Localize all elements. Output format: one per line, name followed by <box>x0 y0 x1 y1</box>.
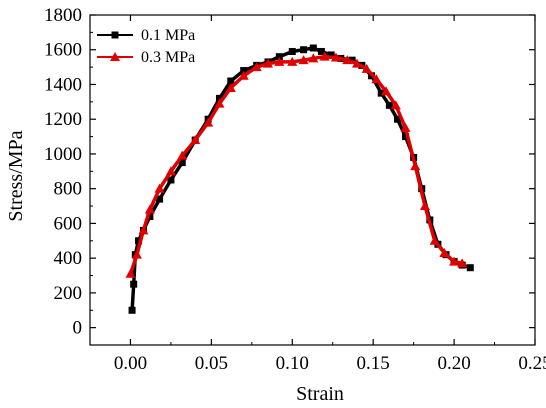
data-point <box>308 53 319 63</box>
plot-frame <box>89 14 536 346</box>
data-point <box>251 62 262 72</box>
data-point <box>288 47 296 55</box>
data-point <box>352 58 362 68</box>
data-point <box>381 86 392 96</box>
data-point <box>361 63 372 73</box>
data-point <box>135 237 143 245</box>
data-point <box>177 150 188 160</box>
y-tick-label: 1200 <box>44 109 82 130</box>
data-point <box>125 268 136 278</box>
legend-marker <box>111 31 119 39</box>
data-point <box>330 52 341 62</box>
data-point <box>317 47 325 55</box>
y-tick-label: 600 <box>54 213 83 234</box>
data-point <box>167 176 175 184</box>
data-point <box>300 46 308 54</box>
data-point <box>274 56 285 66</box>
data-point <box>449 256 460 266</box>
data-point <box>144 204 155 214</box>
y-tick-label: 800 <box>54 179 83 200</box>
y-tick-label: 400 <box>54 248 83 269</box>
data-point <box>402 133 410 141</box>
legend: 0.1 MPa 0.3 MPa <box>97 27 195 66</box>
data-point <box>419 201 430 211</box>
data-point <box>319 51 330 61</box>
data-point <box>385 101 393 109</box>
y-tick-label: 0 <box>73 318 83 339</box>
data-point <box>457 258 468 268</box>
y-axis-title: Stress/MPa <box>5 130 27 221</box>
x-tick-label: 0.15 <box>357 353 390 374</box>
data-point <box>131 249 142 259</box>
series-2 <box>125 51 468 278</box>
data-point <box>371 74 382 84</box>
data-point <box>203 117 214 127</box>
data-point <box>225 82 236 92</box>
x-tick-label: 0.10 <box>276 353 309 374</box>
data-point <box>130 280 138 288</box>
legend-label: 0.1 MPa <box>141 27 195 44</box>
data-point <box>178 159 186 167</box>
data-point <box>327 51 335 59</box>
data-point <box>439 247 450 257</box>
x-tick-label: 0.25 <box>518 353 546 374</box>
data-point <box>215 94 223 102</box>
data-point <box>287 56 298 66</box>
data-point <box>466 264 474 272</box>
data-point <box>190 135 201 145</box>
data-point <box>410 161 421 171</box>
data-point <box>156 195 164 203</box>
data-point <box>298 55 309 65</box>
data-point <box>429 235 440 245</box>
data-point <box>238 70 249 80</box>
data-point <box>275 53 283 61</box>
data-point <box>390 100 401 110</box>
data-point <box>154 183 165 193</box>
data-point <box>393 115 401 123</box>
y-tick-label: 1400 <box>44 74 82 95</box>
legend-marker <box>110 52 120 61</box>
x-tick-label: 0.05 <box>195 353 228 374</box>
y-tick-label: 1800 <box>44 5 82 26</box>
data-point <box>227 77 235 85</box>
data-point <box>214 98 225 108</box>
x-tick-label: 0.00 <box>114 353 147 374</box>
x-tick-label: 0.20 <box>437 353 470 374</box>
data-point <box>263 58 273 68</box>
data-point <box>146 212 154 220</box>
data-point <box>309 44 317 52</box>
data-point <box>240 67 248 75</box>
series-1 <box>128 44 474 314</box>
x-axis-title: Strain <box>296 383 344 405</box>
data-point <box>128 306 136 314</box>
data-point <box>400 122 411 132</box>
data-point <box>138 225 149 235</box>
y-tick-label: 1600 <box>44 40 82 61</box>
y-tick-label: 200 <box>54 283 83 304</box>
data-point <box>377 89 385 97</box>
data-point <box>342 55 353 65</box>
data-point <box>165 166 176 176</box>
y-tick-label: 1000 <box>44 144 82 165</box>
legend-label: 0.3 MPa <box>141 49 195 66</box>
